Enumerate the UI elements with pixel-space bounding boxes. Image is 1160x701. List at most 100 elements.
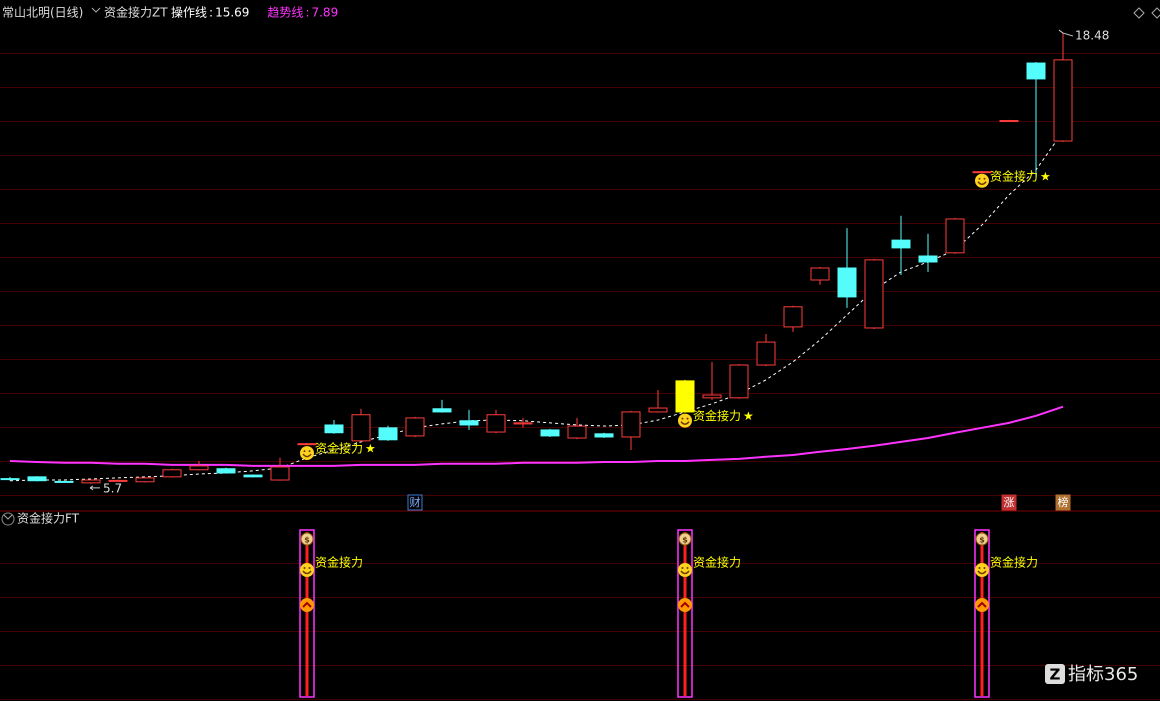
up-icon: [300, 598, 314, 612]
signal-bar-frame: [974, 529, 990, 698]
indicator-name: 资金接力ZT: [104, 5, 168, 20]
smiley-eye: [686, 567, 689, 569]
signal-star: ★: [365, 442, 376, 456]
smiley-face: [680, 570, 690, 575]
signal-star: ★: [743, 409, 754, 423]
candle-body: [405, 417, 425, 437]
candle-body: [1026, 62, 1046, 80]
watermark: 指标365: [1068, 664, 1138, 685]
candle-body: [810, 267, 830, 281]
candle-body: [0, 478, 20, 481]
candle-body: [567, 425, 587, 439]
signal-label: 资金接力: [315, 441, 363, 456]
smiley-eye: [978, 177, 981, 180]
candle-body: [81, 479, 101, 484]
legend-value: 7.89: [311, 6, 338, 20]
max-pointer: [1058, 29, 1074, 37]
smiley-face: [302, 570, 312, 575]
smiley-icon: [300, 446, 314, 461]
up-icon: [678, 598, 692, 612]
marker-label: 涨: [1004, 496, 1015, 509]
candle-body: [243, 474, 263, 478]
candle-body: [108, 479, 128, 482]
marker-label: 财: [410, 495, 421, 509]
watermark-logo-letter: Z: [1050, 666, 1061, 684]
candle-body: [270, 466, 290, 481]
smiley-icon: [975, 173, 989, 188]
candle-body: [378, 427, 398, 441]
candle-body: [999, 120, 1019, 123]
smiley-icon: [678, 563, 692, 577]
smiley-icon: [300, 563, 314, 577]
signal-label: 资金接力: [315, 555, 363, 570]
smiley-icon: [678, 413, 692, 428]
legend-name: 操作线: [171, 5, 207, 20]
candle-body: [1053, 59, 1073, 142]
signal-bar-frame: [677, 529, 693, 698]
candle-body: [486, 414, 506, 433]
smiley-eye: [983, 177, 986, 180]
watermark-logo: [1045, 664, 1065, 684]
signal-label: 资金接力: [990, 168, 1038, 183]
smiley-face: [977, 570, 987, 575]
candle-body: [621, 411, 641, 438]
candle-body: [135, 477, 155, 483]
candle-body: [702, 394, 722, 399]
signal-star: ★: [1040, 169, 1051, 183]
dropdown-icon[interactable]: [3, 514, 13, 520]
candle-body: [648, 407, 668, 413]
dropdown-circle[interactable]: [1, 512, 15, 526]
candle-body: [432, 408, 452, 413]
up-chevron: [977, 601, 987, 608]
candle-body: [945, 218, 965, 254]
smiley-face: [680, 421, 690, 425]
candle-body: [675, 380, 695, 413]
moneybag-icon: [975, 532, 989, 546]
candle-body: [972, 171, 992, 174]
smiley-eye: [308, 567, 311, 569]
candle-body: [162, 469, 182, 478]
legend-name: 趋势线: [267, 6, 303, 20]
min-label: 5.7: [103, 481, 122, 495]
moneybag-sign: $: [682, 536, 688, 545]
candle-body: [216, 468, 236, 474]
window-controls[interactable]: [1133, 7, 1160, 19]
dropdown-icon[interactable]: [91, 7, 101, 13]
up-icon: [975, 598, 989, 612]
candle-body: [891, 239, 911, 249]
moneybag-sign: $: [304, 536, 310, 545]
candle-body: [351, 414, 371, 442]
candle-body: [189, 465, 209, 471]
up-chevron: [680, 601, 690, 608]
candle-body: [324, 424, 344, 434]
up-chevron: [302, 601, 312, 608]
candle-body: [837, 267, 857, 298]
marker-box: [1055, 494, 1071, 511]
candle-body: [783, 306, 803, 328]
legend-colon: :: [209, 6, 213, 20]
moneybag-icon: [300, 532, 314, 546]
marker-box: [1001, 494, 1017, 511]
smiley-eye: [308, 450, 311, 453]
candle-body: [297, 443, 317, 446]
smiley-face: [977, 181, 987, 185]
signal-label: 资金接力: [693, 408, 741, 423]
max-label: 18.48: [1075, 29, 1109, 43]
signal-label: 资金接力: [990, 555, 1038, 570]
candle-body: [918, 255, 938, 263]
smiley-eye: [681, 417, 684, 420]
marker-label: 榜: [1058, 495, 1069, 509]
candle-body: [594, 433, 614, 438]
candle-body: [864, 259, 884, 329]
candle-body: [27, 476, 47, 482]
series-line: [9, 131, 1064, 482]
chart-title: 常山北明(日线): [2, 6, 83, 20]
smiley-eye: [983, 567, 986, 569]
min-pointer: [89, 485, 100, 491]
candle-body: [54, 480, 74, 483]
smiley-icon: [975, 563, 989, 577]
sub-grid-background: [0, 530, 1160, 700]
smiley-face: [302, 453, 312, 458]
